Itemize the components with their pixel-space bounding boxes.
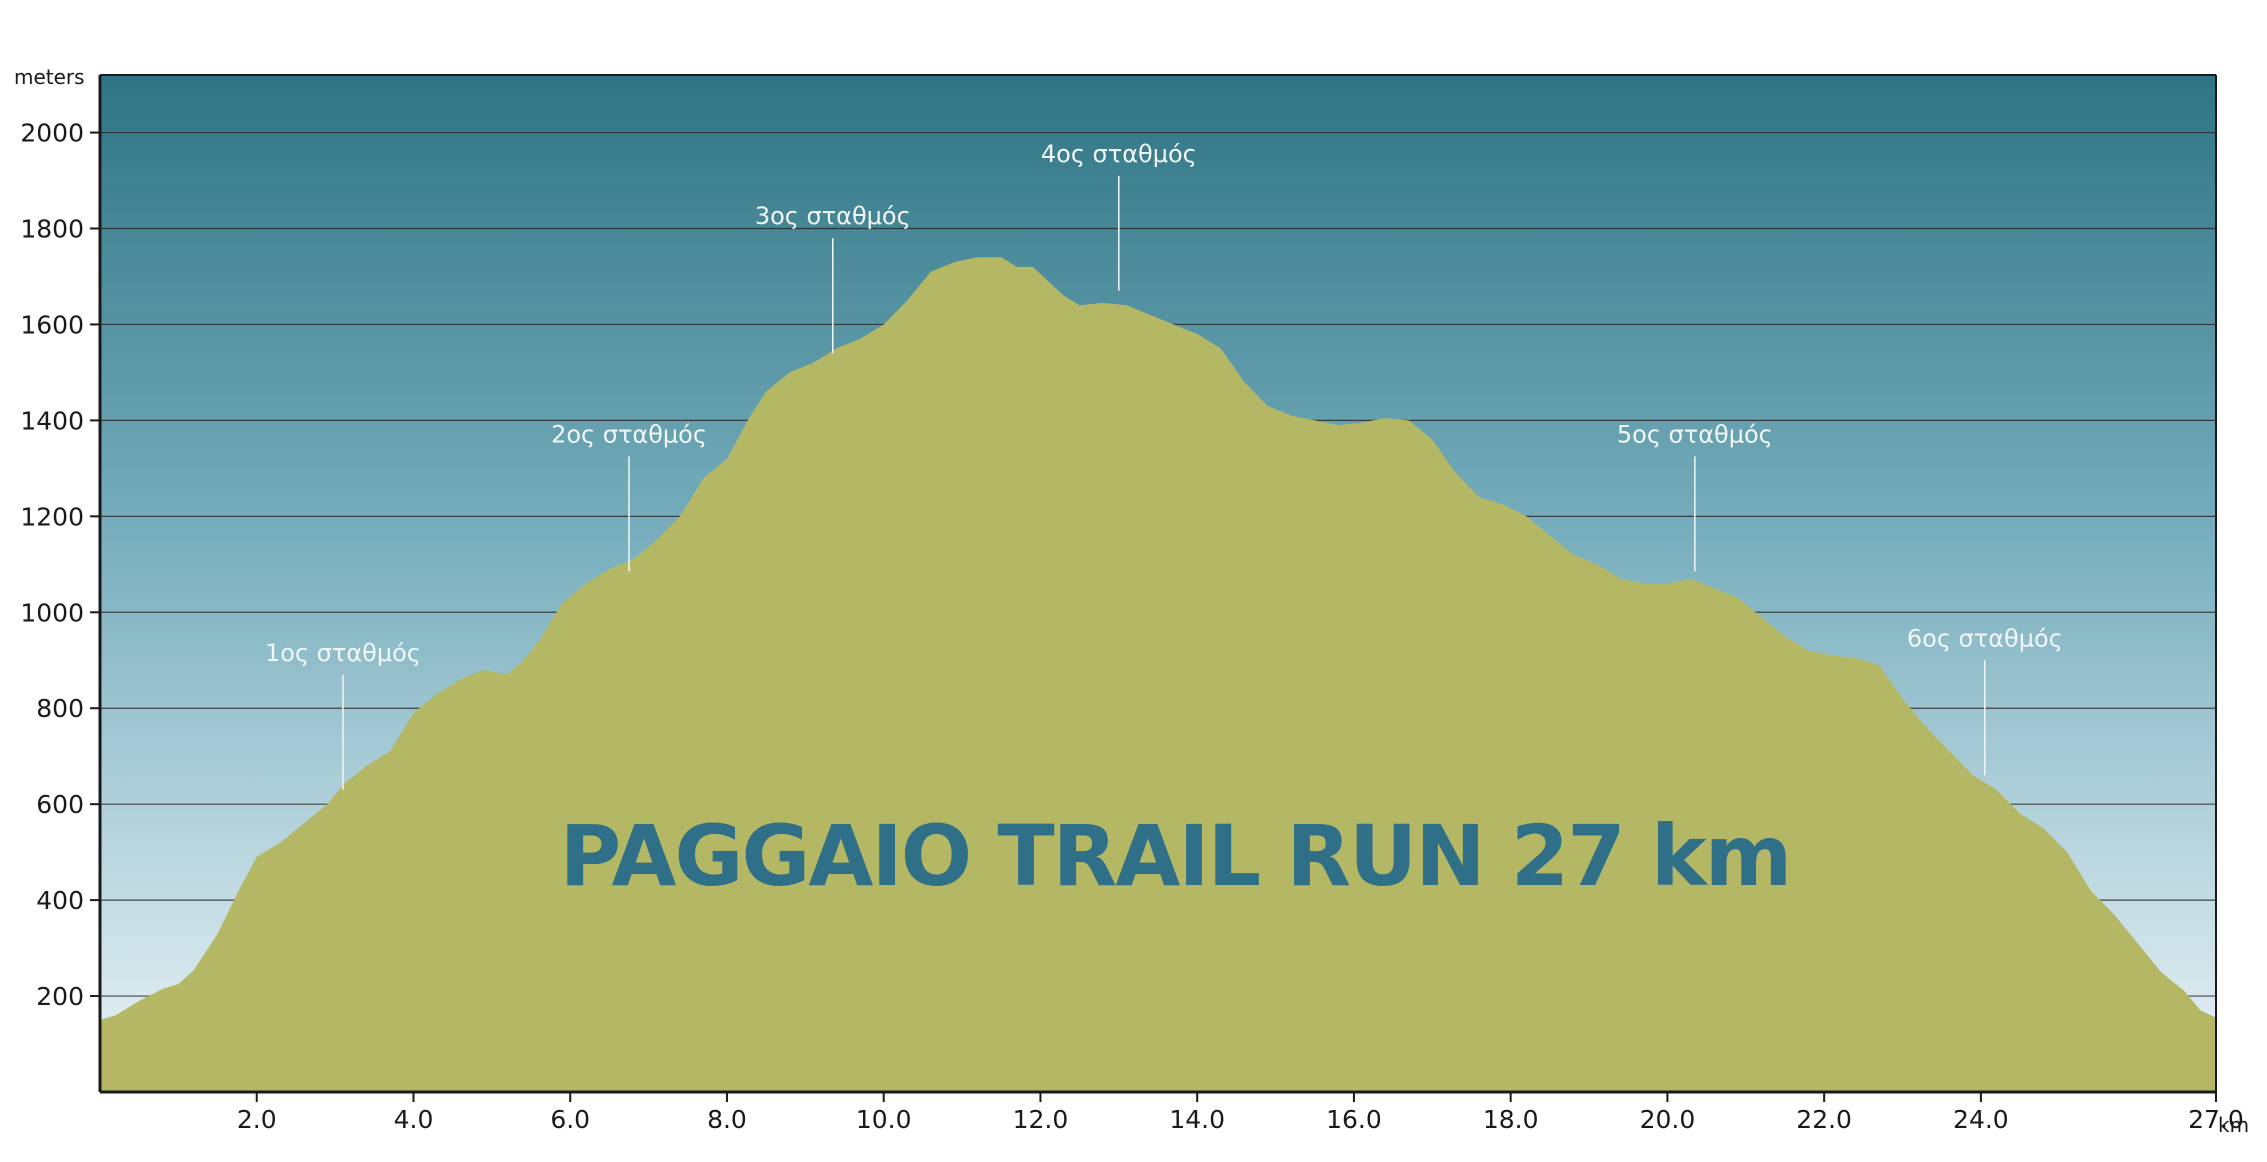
- x-tick-label: 8.0: [707, 1105, 747, 1134]
- station-label: 2ος σταθμός: [551, 421, 707, 449]
- station-label: 1ος σταθμός: [265, 639, 421, 667]
- y-tick-label: 1400: [20, 406, 84, 435]
- y-axis-ticks: 200 400 600 800 1000 1200 1400 1600 1800 2000: [20, 119, 100, 1011]
- y-tick-label: 800: [36, 694, 84, 723]
- x-tick-label: 6.0: [550, 1105, 590, 1134]
- x-tick-label: 10.0: [856, 1105, 912, 1134]
- x-axis-unit-label: km: [2218, 1113, 2249, 1137]
- y-tick-label: 1600: [20, 310, 84, 339]
- chart-title: PAGGAIO TRAIL RUN 27 km: [560, 807, 1791, 905]
- y-axis-unit-label: meters: [14, 65, 85, 89]
- y-tick-label: 400: [36, 886, 84, 915]
- y-tick-label: 600: [36, 790, 84, 819]
- station-label: 4ος σταθμός: [1041, 140, 1197, 168]
- x-tick-label: 12.0: [1013, 1105, 1069, 1134]
- y-tick-label: 1000: [20, 598, 84, 627]
- x-tick-label: 2.0: [237, 1105, 277, 1134]
- x-axis-ticks: 2.0 4.0 6.0 8.0 10.0 12.0 14.0 16.0 18.0 20.0 22.0…: [237, 1092, 2244, 1134]
- x-tick-label: 4.0: [394, 1105, 434, 1134]
- station-label: 3ος σταθμός: [755, 202, 911, 230]
- y-tick-label: 2000: [20, 119, 84, 148]
- station-label: 5ος σταθμός: [1617, 421, 1773, 449]
- station-label: 6ος σταθμός: [1907, 624, 2063, 652]
- x-tick-label: 22.0: [1796, 1105, 1852, 1134]
- x-tick-label: 16.0: [1326, 1105, 1382, 1134]
- x-tick-label: 14.0: [1169, 1105, 1225, 1134]
- x-tick-label: 20.0: [1640, 1105, 1696, 1134]
- y-tick-label: 1200: [20, 502, 84, 531]
- x-tick-label: 24.0: [1953, 1105, 2009, 1134]
- y-tick-label: 200: [36, 982, 84, 1011]
- x-tick-label: 18.0: [1483, 1105, 1539, 1134]
- y-tick-label: 1800: [20, 215, 84, 244]
